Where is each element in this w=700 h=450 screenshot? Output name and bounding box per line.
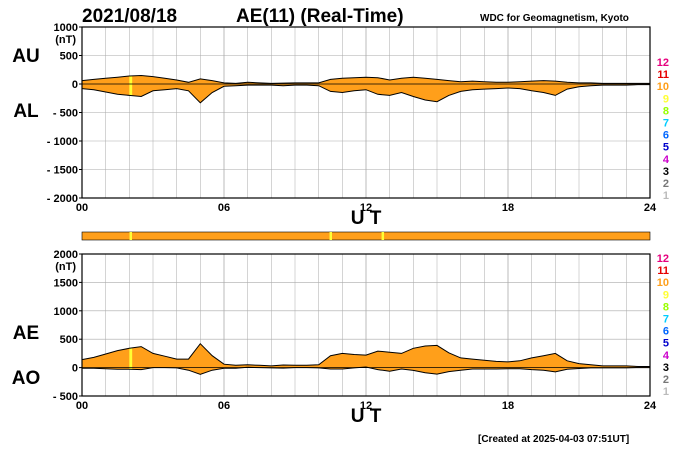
legend-count-9: 9 — [663, 93, 669, 105]
legend-count-6: 6 — [663, 130, 669, 142]
x-axis-label: U T — [351, 208, 382, 229]
x-tick-label: 00 — [76, 400, 88, 412]
side-label-au: AU — [12, 46, 39, 67]
legend-count-4: 4 — [663, 154, 670, 166]
legend-count-7: 7 — [663, 118, 669, 130]
ae-ao-panel: 2000 1500 1000 500 0 - 500 (nT) 00 06 12 18 24 U T AE… — [12, 249, 657, 427]
side-label-ae: AE — [13, 323, 39, 344]
legend-count-7: 7 — [663, 314, 669, 326]
y-tick-label: 500 — [60, 334, 78, 346]
y-tick-label: 500 — [60, 51, 78, 63]
x-tick-label: 12 — [360, 400, 372, 412]
legend-count-4: 4 — [663, 350, 670, 362]
legend-count-11: 11 — [657, 69, 669, 81]
plot-frame — [81, 253, 651, 397]
station-highlight-band — [129, 75, 133, 96]
legend-count-10: 10 — [657, 277, 669, 289]
x-tick-label: 18 — [502, 400, 514, 412]
y-tick-label: - 1500 — [47, 165, 78, 177]
y-tick-label: 1000 — [54, 22, 78, 34]
series-line-ae — [81, 342, 650, 367]
legend-count-2: 2 — [663, 178, 669, 190]
date-title: 2021/08/18 — [82, 6, 177, 27]
au-al-panel: 1000 500 0 - 500 - 1000 - 1500 - 2000 (nT) 00 06 1… — [12, 22, 657, 229]
y-tick-label: 0 — [72, 363, 78, 375]
legend-count-12: 12 — [657, 57, 669, 69]
x-tick-label: 06 — [218, 202, 230, 214]
station-bar-mark — [381, 232, 385, 240]
side-label-al: AL — [13, 101, 39, 122]
legend-count-3: 3 — [663, 166, 669, 178]
x-tick-label: 06 — [218, 400, 230, 412]
x-axis-label: U T — [351, 406, 382, 427]
station-bar-mark — [129, 232, 133, 240]
y-tick-label: 2000 — [54, 249, 78, 261]
x-tick-label: 18 — [502, 202, 514, 214]
x-tick-label: 24 — [644, 202, 657, 214]
series-line-al — [81, 84, 650, 104]
y-tick-label: - 1000 — [47, 136, 78, 148]
y-tick-label: - 500 — [53, 108, 78, 120]
station-bar-base — [81, 231, 651, 241]
legend-count-1: 1 — [663, 386, 669, 398]
legend-count-6: 6 — [663, 326, 669, 338]
station-highlight-band — [129, 348, 133, 370]
chart-title: AE(11) (Real-Time) — [236, 6, 404, 27]
y-tick-label: 1000 — [54, 306, 78, 318]
created-timestamp: [Created at 2025-04-03 07:51UT] — [478, 434, 629, 445]
y-axis-unit: (nT) — [55, 34, 76, 46]
legend-count-3: 3 — [663, 362, 669, 374]
legend-count-11: 11 — [657, 265, 669, 277]
station-count-bar — [81, 231, 651, 241]
legend-count-10: 10 — [657, 81, 669, 93]
y-axis-unit: (nT) — [55, 261, 76, 273]
envelope-fill — [82, 343, 650, 375]
x-tick-label: 12 — [360, 202, 372, 214]
legend-count-12: 12 — [657, 253, 669, 265]
legend-count-5: 5 — [663, 142, 669, 154]
series-line-au — [81, 74, 650, 84]
legend-count-5: 5 — [663, 338, 669, 350]
side-label-ao: AO — [12, 368, 41, 389]
station-bar-mark — [329, 232, 332, 240]
legend-count-9: 9 — [663, 289, 669, 301]
y-tick-label: 0 — [72, 79, 78, 91]
x-tick-label: 00 — [76, 202, 88, 214]
y-tick-label: - 2000 — [47, 193, 78, 205]
legend-count-1: 1 — [663, 190, 669, 202]
legend-count-8: 8 — [663, 301, 669, 313]
y-tick-label: - 500 — [53, 391, 78, 403]
x-tick-label: 24 — [644, 400, 657, 412]
source-credit: WDC for Geomagnetism, Kyoto — [480, 13, 629, 24]
legend-count-2: 2 — [663, 374, 669, 386]
legend-count-8: 8 — [663, 105, 669, 117]
y-tick-label: 1500 — [54, 277, 78, 289]
